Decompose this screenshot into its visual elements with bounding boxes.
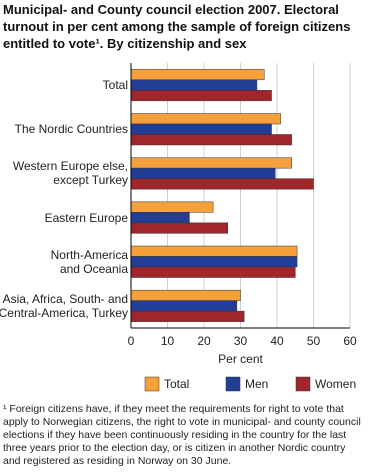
bar — [130, 178, 314, 190]
x-tick-label: 10 — [161, 334, 175, 348]
bar — [130, 310, 245, 322]
bar — [130, 123, 272, 135]
bar — [130, 134, 292, 146]
bar — [130, 157, 292, 169]
x-tick-label: 0 — [128, 334, 135, 348]
bar — [130, 201, 214, 213]
legend-swatch — [295, 376, 311, 392]
legend-swatch — [144, 376, 160, 392]
bar — [130, 90, 272, 102]
bar — [130, 245, 298, 257]
bar — [130, 167, 276, 179]
bar — [130, 300, 238, 312]
bar — [130, 256, 298, 268]
footnote: ¹ Foreign citizens have, if they meet th… — [3, 403, 361, 467]
y-tick-label: Asia, Africa, South- and Central-America… — [0, 291, 128, 320]
y-tick-label: Eastern Europe — [44, 210, 128, 225]
chart-title: Municipal- and County council election 2… — [3, 2, 351, 51]
legend-label: Total — [164, 377, 189, 391]
x-tick-label: 20 — [197, 334, 211, 348]
x-axis-label: Per cent — [218, 352, 263, 366]
legend-label: Women — [315, 377, 356, 391]
bar — [130, 289, 241, 301]
bar — [130, 113, 281, 125]
bar — [130, 212, 190, 224]
x-tick-label: 30 — [234, 334, 248, 348]
x-tick-label: 50 — [307, 334, 321, 348]
x-tick-label: 40 — [270, 334, 284, 348]
y-tick-label: North-America and Oceania — [50, 247, 128, 276]
legend-label: Men — [245, 377, 268, 391]
y-tick-label: Western Europe else, except Turkey — [12, 159, 128, 188]
bar — [130, 69, 265, 81]
x-tick-label: 60 — [343, 334, 357, 348]
y-tick-label: The Nordic Countries — [14, 122, 128, 137]
bar — [130, 266, 296, 278]
bar — [130, 222, 228, 234]
bar — [130, 79, 258, 91]
legend-swatch — [225, 376, 241, 392]
y-tick-label: Total — [102, 78, 128, 93]
